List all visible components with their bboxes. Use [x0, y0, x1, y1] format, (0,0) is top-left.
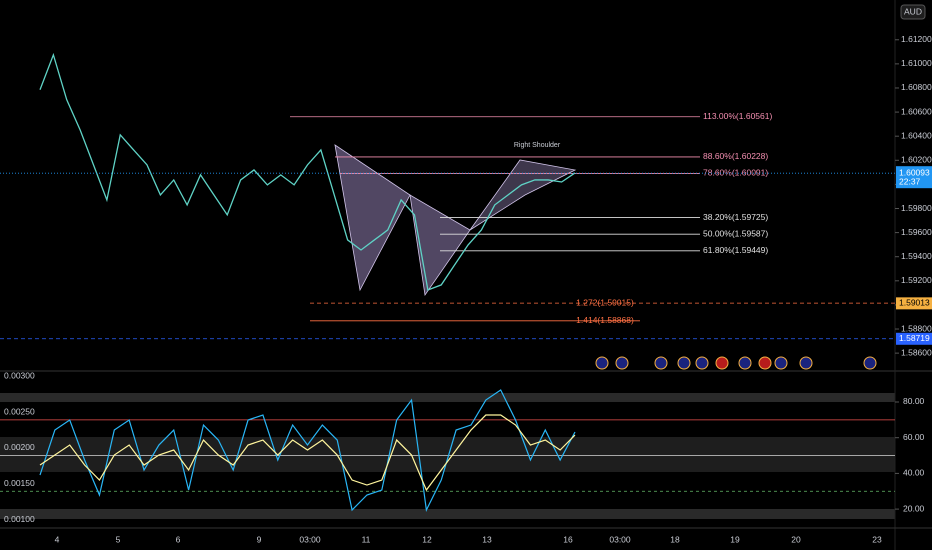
x-tick-label: 6 [176, 534, 181, 544]
currency-box[interactable] [900, 4, 926, 20]
band [0, 509, 895, 519]
y-tick-label: 1.60400 [901, 130, 932, 140]
band [0, 437, 895, 472]
y-tick-label: 1.59200 [901, 275, 932, 285]
band [0, 393, 895, 402]
x-tick-label: 5 [116, 534, 121, 544]
x-tick-label: 13 [482, 534, 492, 544]
y-tick-label: 1.61200 [901, 34, 932, 44]
y2-tick-label: 20.00 [903, 503, 925, 513]
pattern-left [334, 144, 411, 292]
fib-label: 1.272(1.59015) [576, 297, 634, 307]
y-tick-label: 1.59600 [901, 227, 932, 237]
x-tick-label: 4 [55, 534, 60, 544]
y-tick-label: 1.60600 [901, 106, 932, 116]
y2-tick-label: 80.00 [903, 396, 925, 406]
y-tick-label: 1.58600 [901, 347, 932, 357]
event-icons [595, 356, 877, 370]
annotation: Right Shoulder [514, 142, 561, 149]
y-tick-label: 0.00150 [4, 478, 35, 488]
x-tick-label: 20 [791, 534, 801, 544]
y-tick-label: 0.00200 [4, 442, 35, 452]
x-tick-label: 03:00 [299, 534, 321, 544]
price-tag-label: 1.58719 [899, 333, 930, 343]
fib-label: 78.60%(1.60091) [703, 168, 768, 178]
x-tick-label: 12 [422, 534, 432, 544]
x-tick-label: 11 [362, 534, 371, 544]
indicator-line [39, 389, 576, 513]
fib-label: 113.00%(1.60561) [703, 111, 772, 121]
currency: AUD [904, 6, 922, 16]
x-tick-label: 18 [670, 534, 680, 544]
x-tick-label: 03:00 [609, 534, 631, 544]
pattern-head [409, 194, 471, 297]
x-tick-label: 19 [730, 534, 740, 544]
y-tick-label: 1.59400 [901, 251, 932, 261]
y-tick-label: 1.60800 [901, 82, 932, 92]
y-tick-label: 0.00300 [4, 370, 35, 380]
y-tick-label: 1.59800 [901, 203, 932, 213]
y-tick-label: 1.60200 [901, 155, 932, 165]
price-line [39, 52, 576, 291]
x-tick-label: 9 [257, 534, 262, 544]
fib-label: 61.80%(1.59449) [703, 245, 768, 255]
countdown: 22:37 [899, 176, 921, 186]
price-tag [896, 332, 932, 345]
last-price-label: 1.60093 [899, 167, 930, 177]
fib-label: 50.00%(1.59587) [703, 228, 768, 238]
x-tick-label: 16 [563, 534, 573, 544]
fib-label: 1.414(1.58868) [576, 315, 634, 325]
price-tag-label: 1.59013 [899, 298, 930, 308]
y-tick-label: 0.00250 [4, 406, 35, 416]
y-tick-label: 0.00100 [4, 514, 35, 524]
fib-label: 88.60%(1.60228) [703, 151, 768, 161]
y2-tick-label: 40.00 [903, 468, 925, 478]
y-tick-label: 1.61000 [901, 58, 932, 68]
last-price-tag [896, 166, 932, 189]
pattern-right [469, 159, 577, 231]
x-tick-label: 23 [872, 534, 882, 544]
y-tick-label: 1.58800 [901, 323, 932, 333]
price-tag [896, 297, 932, 310]
fib-label: 38.20%(1.59725) [703, 212, 768, 222]
y2-tick-label: 60.00 [903, 432, 925, 442]
indicator-line [39, 414, 576, 492]
